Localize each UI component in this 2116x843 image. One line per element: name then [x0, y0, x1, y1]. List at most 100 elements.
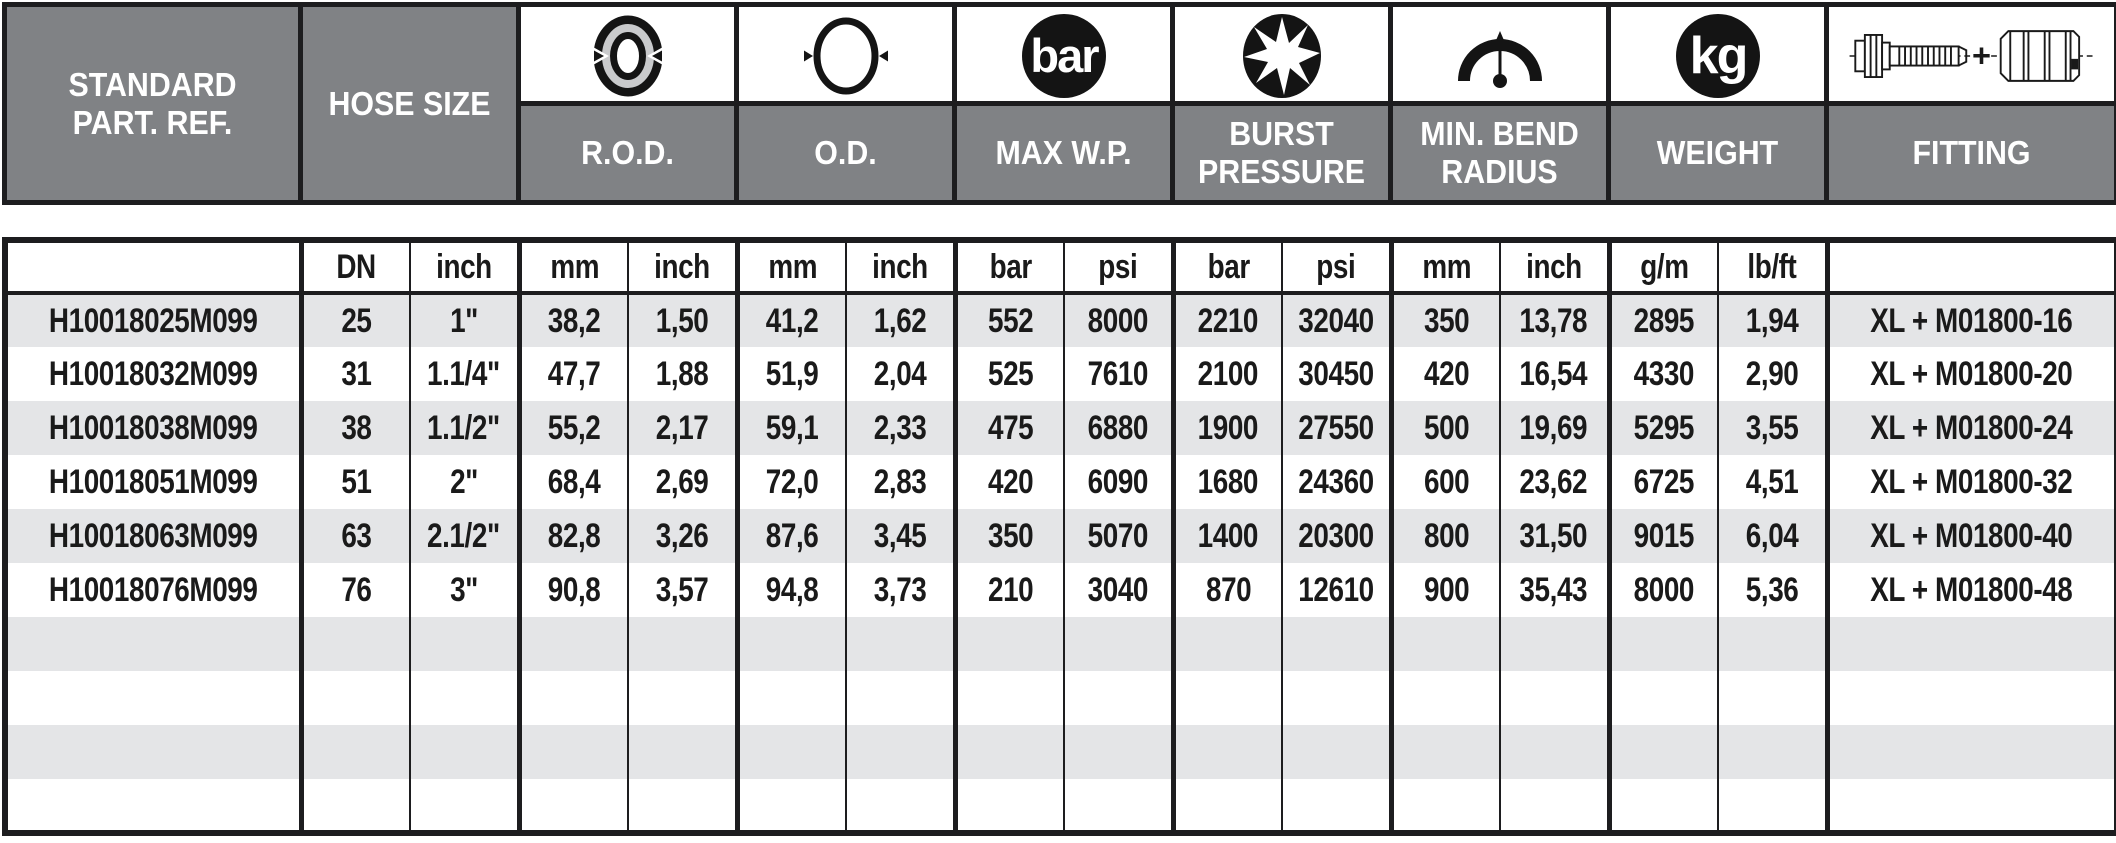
cell-value: 7610 — [1087, 354, 1149, 393]
empty-cell — [734, 617, 846, 671]
unit-header-label: DN — [336, 247, 377, 286]
unit-header-label: inch — [653, 247, 710, 286]
cell-value: 6090 — [1087, 462, 1149, 501]
cell-value: 3" — [449, 570, 478, 609]
burst-star-icon — [1170, 4, 1391, 106]
value-cell: 600 — [1388, 455, 1500, 509]
value-cell: 8000 — [1063, 293, 1173, 347]
unit-header-label: lb/ft — [1747, 247, 1797, 286]
header-label-rod-text: R.O.D. — [581, 134, 674, 172]
unit-header-cell: mm — [516, 240, 628, 295]
empty-cell — [516, 671, 628, 725]
cell-value: 350 — [987, 516, 1034, 555]
cell-value: 3040 — [1087, 570, 1149, 609]
value-cell: 1900 — [1170, 401, 1282, 455]
cell-value: 5070 — [1087, 516, 1149, 555]
part-ref-cell: H10018051M099 — [5, 455, 301, 509]
empty-cell — [1499, 617, 1609, 671]
value-cell: 2100 — [1170, 347, 1282, 401]
value-cell: 35,43 — [1499, 563, 1609, 617]
empty-cell — [409, 779, 519, 833]
empty-cell — [409, 725, 519, 779]
unit-header-cell: inch — [627, 240, 737, 295]
unit-header-label: inch — [871, 247, 928, 286]
value-cell: 87,6 — [734, 509, 846, 563]
cell-value: H10018063M099 — [48, 516, 258, 555]
empty-cell — [1606, 725, 1718, 779]
kg-icon-text: kg — [1689, 27, 1746, 85]
value-cell: 3,26 — [627, 509, 737, 563]
cell-value: 4330 — [1634, 354, 1695, 393]
cell-value: 2100 — [1198, 354, 1259, 393]
table-row: H10018051M099 51 2" 68,4 2,69 72,0 2,83 420 6090… — [5, 455, 2116, 509]
value-cell: 94,8 — [734, 563, 846, 617]
fitting-cell: XL + M01800-24 — [1824, 401, 2116, 455]
cell-value: XL + M01800-40 — [1870, 516, 2074, 555]
cell-value: 900 — [1423, 570, 1470, 609]
empty-cell — [1281, 671, 1391, 725]
unit-header-label: psi — [1098, 247, 1138, 286]
cell-value: 12610 — [1298, 570, 1374, 609]
table-row: H10018063M099 63 2.1/2" 82,8 3,26 87,6 3,45 350… — [5, 509, 2116, 563]
unit-header-cell: DN — [298, 240, 410, 295]
value-cell: 5295 — [1606, 401, 1718, 455]
cell-value: 1680 — [1198, 462, 1259, 501]
cell-value: 51 — [341, 462, 372, 501]
empty-cell — [1170, 671, 1282, 725]
cell-value: 27550 — [1298, 408, 1374, 447]
empty-cell — [516, 779, 628, 833]
cell-value: 25 — [341, 301, 372, 340]
cell-value: 1,50 — [655, 301, 709, 340]
cell-value: 19,69 — [1519, 408, 1588, 447]
value-cell: 1,50 — [627, 293, 737, 347]
value-cell: 2210 — [1170, 293, 1282, 347]
fitting-cell: XL + M01800-20 — [1824, 347, 2116, 401]
fitting-drawing-icon: + — [1824, 4, 2116, 106]
part-ref-cell: H10018025M099 — [5, 293, 301, 347]
value-cell: 16,54 — [1499, 347, 1609, 401]
empty-cell — [1388, 617, 1500, 671]
cell-value: 1.1/2" — [427, 408, 501, 447]
cell-value: 870 — [1205, 570, 1252, 609]
cell-value: 3,45 — [873, 516, 927, 555]
empty-cell — [1388, 725, 1500, 779]
value-cell: 47,7 — [516, 347, 628, 401]
cell-value: 2,83 — [873, 462, 927, 501]
value-cell: 2,90 — [1717, 347, 1827, 401]
unit-header-cell — [1824, 240, 2116, 295]
value-cell: 1" — [409, 293, 519, 347]
cell-value: 76 — [341, 570, 372, 609]
value-cell: 3,57 — [627, 563, 737, 617]
cell-value: H10018051M099 — [48, 462, 258, 501]
cell-value: 6,04 — [1745, 516, 1799, 555]
cell-value: 35,43 — [1519, 570, 1588, 609]
unit-header-label: inch — [435, 247, 492, 286]
cell-value: 8000 — [1634, 570, 1695, 609]
bar-icon-text: bar — [1030, 29, 1099, 82]
header-label-fitting: FITTING — [1824, 103, 2116, 203]
table-row: H10018032M099 31 1.1/4" 47,7 1,88 51,9 2,04 525… — [5, 347, 2116, 401]
value-cell: 1680 — [1170, 455, 1282, 509]
unit-header-cell: g/m — [1606, 240, 1718, 295]
empty-cell — [1499, 671, 1609, 725]
cell-value: 32040 — [1298, 301, 1374, 340]
fitting-cell: XL + M01800-48 — [1824, 563, 2116, 617]
cell-value: H10018032M099 — [48, 354, 258, 393]
cell-value: 59,1 — [765, 408, 819, 447]
empty-cell — [845, 725, 955, 779]
cell-value: 1,88 — [655, 354, 709, 393]
value-cell: 12610 — [1281, 563, 1391, 617]
header-label-max-wp-text: MAX W.P. — [995, 134, 1132, 172]
cell-value: 41,2 — [765, 301, 819, 340]
cell-value: 3,57 — [655, 570, 709, 609]
value-cell: 76 — [298, 563, 410, 617]
value-cell: 9015 — [1606, 509, 1718, 563]
value-cell: 51,9 — [734, 347, 846, 401]
value-cell: 3040 — [1063, 563, 1173, 617]
empty-cell — [1499, 725, 1609, 779]
unit-header-cell: psi — [1281, 240, 1391, 295]
value-cell: 2895 — [1606, 293, 1718, 347]
cell-value: 2,17 — [655, 408, 709, 447]
value-cell: 7610 — [1063, 347, 1173, 401]
value-cell: 900 — [1388, 563, 1500, 617]
